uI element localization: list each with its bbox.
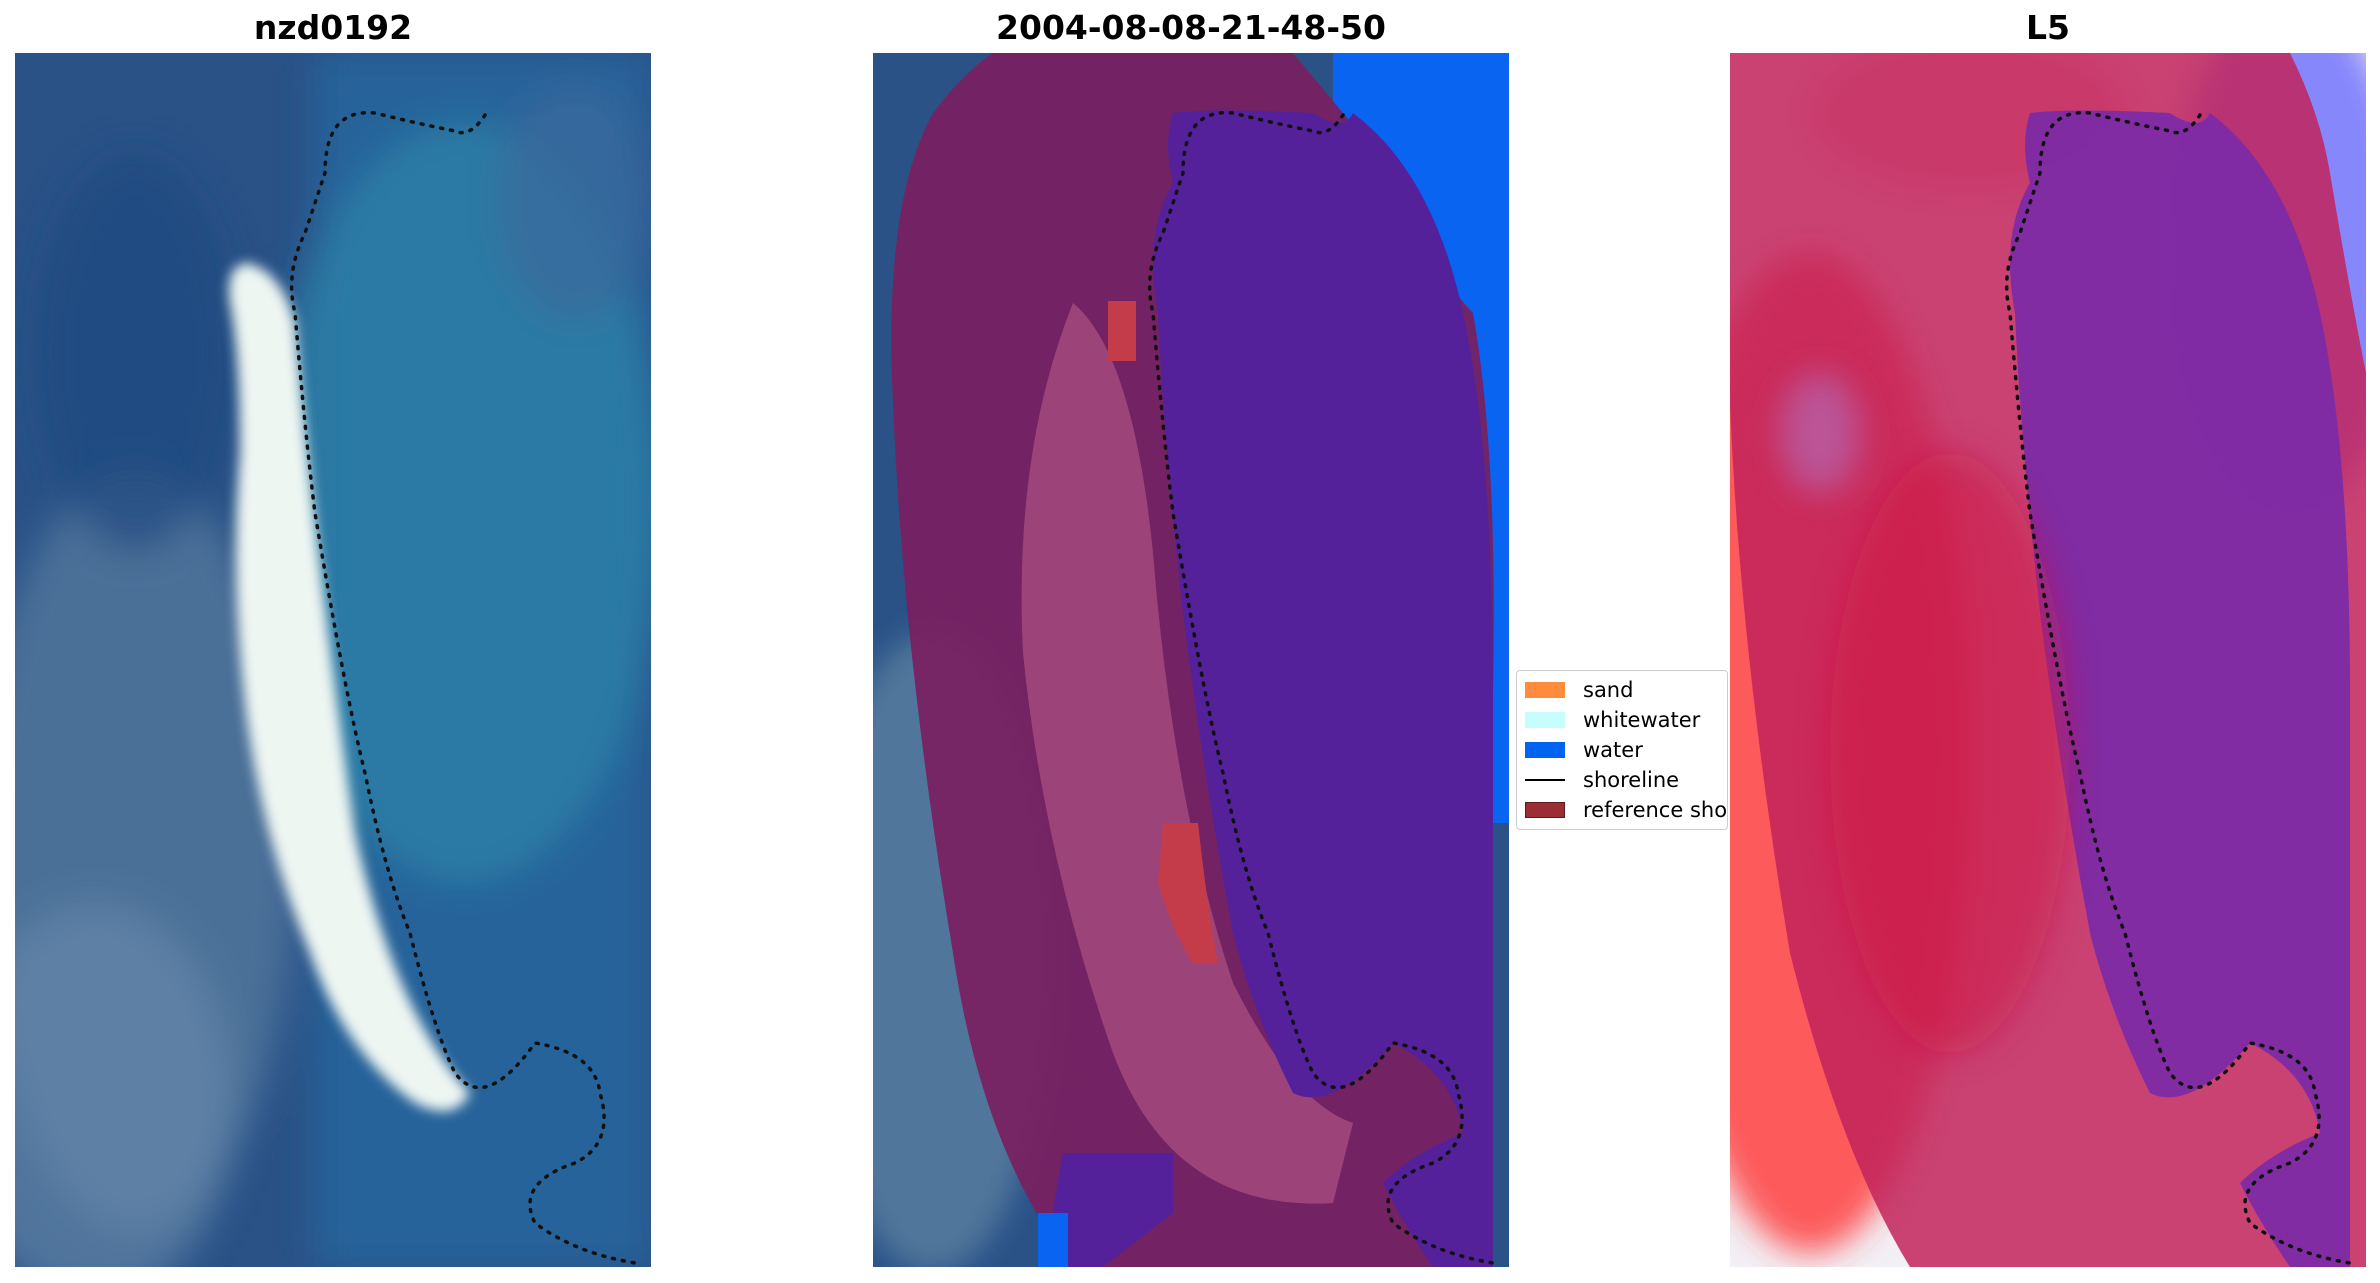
reference-shoreline-swatch <box>1525 802 1565 818</box>
panel-title-index: L5 <box>2026 8 2070 47</box>
legend-label: reference shoreline <box>1583 798 1728 822</box>
panel-title-rgb: nzd0192 <box>253 8 413 47</box>
legend-label: sand <box>1583 678 1634 702</box>
legend-item-shoreline: shoreline <box>1525 767 1679 793</box>
whitewater-swatch <box>1525 712 1565 728</box>
legend-label: whitewater <box>1583 708 1701 732</box>
legend: sand whitewater water shoreline referenc… <box>1516 670 1728 830</box>
water-swatch <box>1525 742 1565 758</box>
panel-title-classification: 2004-08-08-21-48-50 <box>996 8 1386 47</box>
legend-item-water: water <box>1525 737 1643 763</box>
legend-item-whitewater: whitewater <box>1525 707 1700 733</box>
classification-image <box>873 53 1509 1267</box>
water-region-overlay <box>1153 110 1493 1267</box>
legend-label: water <box>1583 738 1643 762</box>
rgb-satellite-image <box>15 53 651 1267</box>
legend-item-reference-shoreline: reference shoreline <box>1525 797 1728 823</box>
reference-shoreline-dots <box>289 110 637 1265</box>
shoreline-line-icon <box>1525 779 1565 781</box>
index-image <box>1730 53 2366 1267</box>
sand-swatch <box>1525 682 1565 698</box>
legend-item-sand: sand <box>1525 677 1633 703</box>
legend-label: shoreline <box>1583 768 1680 792</box>
